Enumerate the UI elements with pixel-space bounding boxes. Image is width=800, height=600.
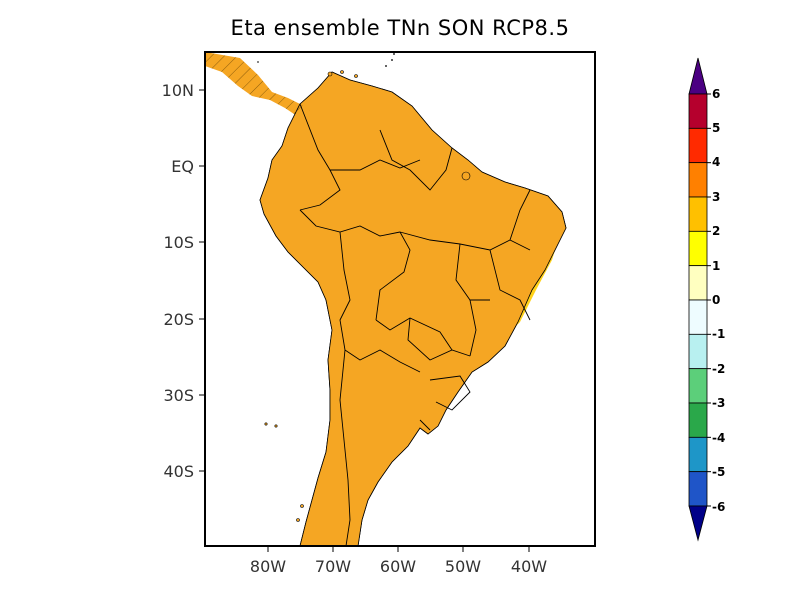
map-title: Eta ensemble TNn SON RCP8.5 <box>230 16 570 40</box>
colorbar-box <box>688 471 708 507</box>
colorbar-label-minus5: -5 <box>712 465 725 479</box>
colorbar-box <box>688 436 708 473</box>
lat-label-40s: 40S <box>163 462 194 481</box>
colorbar-label-minus2: -2 <box>712 362 725 376</box>
colorbar-box <box>688 368 708 404</box>
lat-label-30s: 30S <box>163 386 194 405</box>
colorbar-box <box>688 299 708 335</box>
lat-label-10s: 10S <box>163 233 194 252</box>
colorbar-box <box>688 196 708 232</box>
lon-label-80w: 80W <box>250 557 286 576</box>
colorbar-box <box>688 265 708 301</box>
colorbar-box <box>688 333 708 370</box>
colorbar-label-minus1: -1 <box>712 327 725 341</box>
significance-hatching <box>259 71 567 546</box>
colorbar-boxes <box>688 93 708 507</box>
colorbar-label-minus4: -4 <box>712 431 725 445</box>
colorbar-box <box>688 402 708 438</box>
caribbean-dots <box>257 53 395 67</box>
central-america-hatching <box>205 52 310 118</box>
lat-label-20s: 20S <box>163 310 194 329</box>
colorbar-box <box>688 93 708 129</box>
latitude-axis <box>199 89 205 472</box>
colorbar-label-minus3: -3 <box>712 396 725 410</box>
lat-label-eq: EQ <box>171 157 194 176</box>
lat-label-10n: 10N <box>162 81 194 100</box>
longitude-axis <box>267 546 530 552</box>
colorbar: 6 5 4 3 2 1 0 -1 -2 -3 -4 -5 -6 <box>688 57 725 542</box>
islands <box>264 70 471 522</box>
colorbar-ticks <box>707 93 711 507</box>
lon-label-70w: 70W <box>315 557 351 576</box>
colorbar-label-3: 3 <box>712 190 720 204</box>
colorbar-box <box>688 230 708 267</box>
lon-label-40w: 40W <box>511 557 547 576</box>
colorbar-label-minus6: -6 <box>712 500 725 514</box>
colorbar-label-2: 2 <box>712 224 720 238</box>
colorbar-label-4: 4 <box>712 155 720 169</box>
colorbar-label-5: 5 <box>712 121 720 135</box>
colorbar-box <box>688 127 708 164</box>
map-frame <box>204 51 596 547</box>
colorbar-label-6: 6 <box>712 87 720 101</box>
map-area <box>205 52 567 546</box>
colorbar-label-0: 0 <box>712 293 720 307</box>
colorbar-box <box>688 162 708 198</box>
lon-label-60w: 60W <box>380 557 416 576</box>
colorbar-label-1: 1 <box>712 259 720 273</box>
colorbar-top-arrow <box>688 57 708 95</box>
colorbar-bottom-arrow <box>688 505 708 542</box>
country-borders <box>299 103 531 546</box>
lon-label-50w: 50W <box>445 557 481 576</box>
